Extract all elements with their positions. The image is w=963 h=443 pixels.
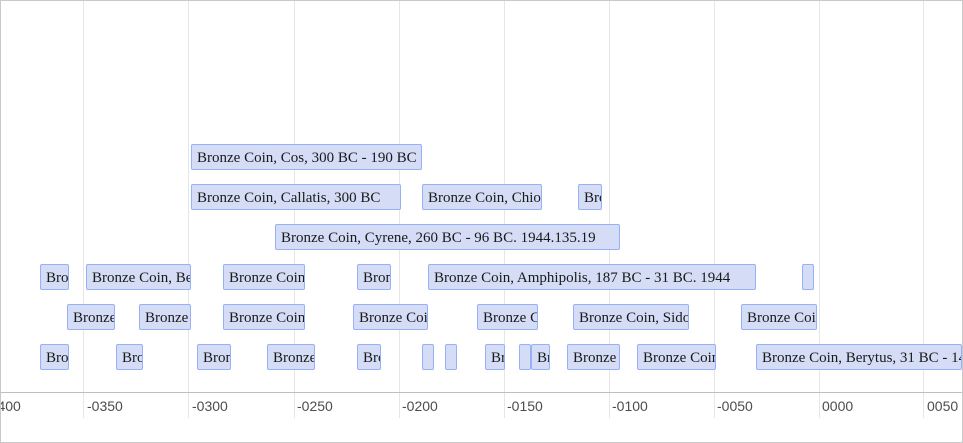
- timeline-item[interactable]: Bronze Coin, Berytus: [86, 264, 191, 290]
- timeline-item[interactable]: Bronze Coin: [67, 304, 115, 330]
- timeline-item[interactable]: [519, 344, 531, 370]
- timeline-item[interactable]: Bronze Coin: [485, 344, 505, 370]
- timeline-item[interactable]: Bronze Coin: [267, 344, 315, 370]
- tick-label: -0050: [717, 398, 753, 414]
- timeline-item[interactable]: Bronze Coin: [353, 304, 428, 330]
- timeline-item[interactable]: Bronze Coin: [223, 304, 305, 330]
- timeline-item[interactable]: [802, 264, 814, 290]
- tick-label: -0350: [87, 398, 123, 414]
- timeline-item[interactable]: [422, 344, 434, 370]
- timeline-item[interactable]: Bronze Coin, Cos, 300 BC - 190 BC: [191, 144, 422, 170]
- timeline-item[interactable]: Bronze Coin: [477, 304, 538, 330]
- timeline-item[interactable]: Bronze Coin, Callatis, 300 BC: [191, 184, 401, 210]
- timeline-item[interactable]: [445, 344, 457, 370]
- timeline-item[interactable]: Bronze Coin, Cyrene, 260 BC - 96 BC. 194…: [275, 224, 620, 250]
- gridline: [819, 1, 820, 418]
- timeline-item[interactable]: Bronze Coin: [357, 344, 381, 370]
- timeline-item[interactable]: Bronze Coin, Sidon: [573, 304, 689, 330]
- tick-label: -0400: [1, 398, 21, 414]
- timeline-item[interactable]: Bronze Coin: [578, 184, 602, 210]
- timeline-item[interactable]: Bronze Coin: [531, 344, 550, 370]
- tick-label: 0000: [822, 398, 854, 414]
- gridline: [609, 1, 610, 418]
- timeline-item[interactable]: Bronze Coin: [40, 344, 69, 370]
- tick-label: -0300: [192, 398, 228, 414]
- tick-label: -0250: [297, 398, 333, 414]
- tick-label: -0100: [612, 398, 648, 414]
- timeline-item[interactable]: Bronze Coin: [357, 264, 391, 290]
- timeline-item[interactable]: Bronze Coin, Chios: [422, 184, 542, 210]
- timeline-item[interactable]: Bronze Coin: [567, 344, 620, 370]
- time-axis: [1, 392, 962, 393]
- timeline-item[interactable]: Bronze Coin: [116, 344, 143, 370]
- timeline-item[interactable]: Bronze Coin, Berytus, 31 BC - 14 AD: [756, 344, 962, 370]
- gridline: [188, 1, 189, 418]
- tick-label: -0200: [402, 398, 438, 414]
- gridline: [923, 1, 924, 418]
- gridline: [714, 1, 715, 418]
- timeline-item[interactable]: Bronze Coin: [741, 304, 817, 330]
- tick-label: -0150: [507, 398, 543, 414]
- gridline: [83, 1, 84, 418]
- timeline-item[interactable]: Bronze Coin: [139, 304, 191, 330]
- timeline-item[interactable]: Bronze Coin: [197, 344, 231, 370]
- timeline-item[interactable]: Bronze Coin: [40, 264, 69, 290]
- tick-label: 0050: [927, 398, 959, 414]
- timeline-item[interactable]: Bronze Coin: [223, 264, 305, 290]
- timeline-item[interactable]: Bronze Coin, Amphipolis, 187 BC - 31 BC.…: [428, 264, 756, 290]
- timeline-item[interactable]: Bronze Coin: [637, 344, 716, 370]
